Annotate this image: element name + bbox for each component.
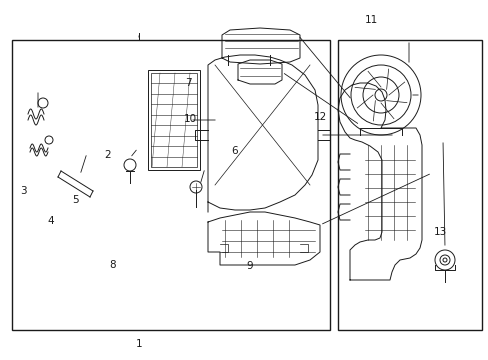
Text: 4: 4 — [47, 216, 54, 226]
Text: 10: 10 — [184, 114, 197, 124]
Bar — [337, 40, 481, 330]
Text: 6: 6 — [231, 146, 238, 156]
Text: 8: 8 — [109, 260, 116, 270]
Bar — [148, 70, 200, 170]
Bar — [12, 40, 329, 330]
Text: 9: 9 — [245, 261, 252, 271]
Text: 13: 13 — [432, 227, 446, 237]
Text: 5: 5 — [72, 195, 79, 205]
Text: 11: 11 — [364, 15, 378, 25]
Bar — [151, 73, 197, 167]
Text: 7: 7 — [184, 78, 191, 88]
Text: 3: 3 — [20, 186, 27, 196]
Text: 1: 1 — [136, 339, 142, 349]
Text: 12: 12 — [313, 112, 326, 122]
Text: 2: 2 — [104, 150, 111, 160]
